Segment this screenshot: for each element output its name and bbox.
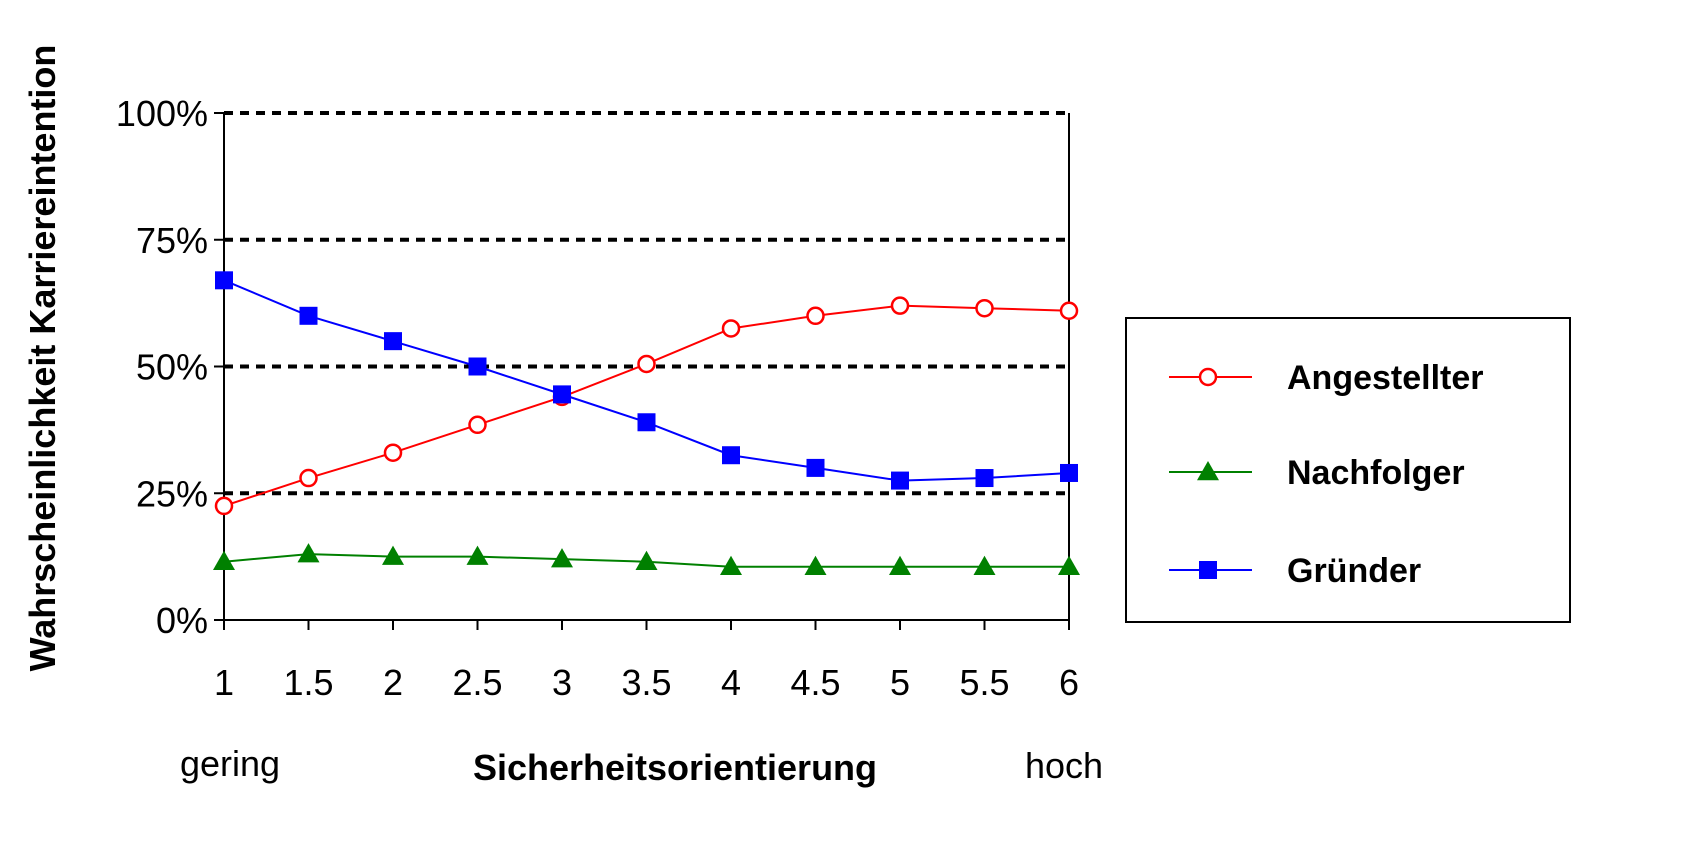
data-point-gr-nder	[1060, 463, 1078, 482]
data-point-nachfolger	[466, 545, 489, 565]
data-point-gr-nder	[553, 385, 571, 404]
data-point-nachfolger	[297, 543, 320, 563]
x-tick-label: 6	[1059, 662, 1079, 703]
x-tick-label: 4.5	[790, 662, 840, 703]
x-tick-label: 1	[214, 662, 234, 703]
data-point-gr-nder	[215, 271, 233, 290]
x-tick-label: 2	[383, 662, 403, 703]
x-tick-label: 5.5	[959, 662, 1009, 703]
data-point-nachfolger	[973, 555, 996, 576]
legend-item-angestellter: Angestellter	[1169, 359, 1484, 397]
series-line-gr-nder	[223, 279, 1070, 482]
data-point-angestellter	[1059, 301, 1079, 320]
data-point-gr-nder	[722, 446, 740, 465]
series-gr-nder	[215, 271, 1078, 490]
legend: Angestellter Nachfolger Gründer	[1125, 317, 1571, 623]
legend-item-gr-nder: Gründer	[1169, 552, 1421, 590]
x-tick-label: 4	[721, 662, 741, 703]
data-point-gr-nder	[975, 469, 994, 488]
grid-lines	[224, 111, 1069, 496]
x-axis-title: Sicherheitsorientierung	[473, 747, 877, 788]
legend-marker-angestellter	[1198, 367, 1218, 387]
x-tick-label: 1.5	[283, 662, 333, 703]
y-tick-label: 50%	[136, 347, 208, 388]
data-point-angestellter	[468, 415, 487, 435]
legend-marker-nachfolger	[1197, 461, 1219, 481]
data-point-angestellter	[299, 468, 318, 488]
series-lines	[213, 271, 1080, 576]
data-point-angestellter	[890, 296, 910, 315]
legend-item-nachfolger: Nachfolger	[1169, 454, 1465, 492]
data-point-nachfolger	[213, 550, 235, 570]
data-point-nachfolger	[635, 550, 658, 570]
data-point-angestellter	[214, 496, 234, 516]
data-point-angestellter	[637, 354, 656, 374]
data-point-nachfolger	[720, 555, 742, 576]
data-point-gr-nder	[384, 332, 402, 351]
legend-label-angestellter: Angestellter	[1287, 359, 1484, 397]
data-point-gr-nder	[891, 471, 909, 490]
data-point-gr-nder	[468, 357, 487, 376]
data-point-angestellter	[721, 319, 741, 338]
data-point-gr-nder	[637, 413, 656, 432]
y-tick-label: 25%	[136, 473, 208, 514]
x-tick-label: 3	[552, 662, 572, 703]
legend-label-nachfolger: Nachfolger	[1287, 454, 1465, 492]
data-point-nachfolger	[551, 548, 573, 568]
series-line-angestellter	[223, 304, 1070, 507]
x-tick-label: 2.5	[452, 662, 502, 703]
y-axis-title: Wahrscheinlichkeit Karriereintention	[22, 45, 63, 672]
axes	[214, 112, 1070, 630]
data-point-angestellter	[383, 443, 403, 462]
series-nachfolger	[213, 543, 1080, 576]
series-angestellter	[214, 296, 1079, 516]
data-point-gr-nder	[806, 458, 825, 477]
data-point-nachfolger	[804, 555, 827, 576]
data-point-gr-nder	[299, 306, 318, 325]
x-tick-label: 5	[890, 662, 910, 703]
legend-label-gr-nder: Gründer	[1287, 552, 1421, 590]
data-point-angestellter	[975, 298, 994, 318]
x-axis-high-label: hoch	[1025, 745, 1103, 786]
data-point-nachfolger	[889, 555, 911, 576]
x-tick-label: 3.5	[621, 662, 671, 703]
legend-marker-gr-nder	[1199, 561, 1217, 579]
x-axis-low-label: gering	[180, 743, 280, 784]
data-point-angestellter	[806, 306, 825, 326]
y-tick-label: 75%	[136, 220, 208, 261]
data-point-nachfolger	[1058, 555, 1080, 576]
y-tick-label: 0%	[156, 600, 208, 641]
y-tick-label: 100%	[116, 93, 208, 134]
tick-labels: 0% 25% 50% 75% 100% 1 1.5 2 2.5 3 3.5 4 4.5 5 5.5 6	[116, 93, 1079, 703]
data-point-nachfolger	[382, 545, 404, 565]
